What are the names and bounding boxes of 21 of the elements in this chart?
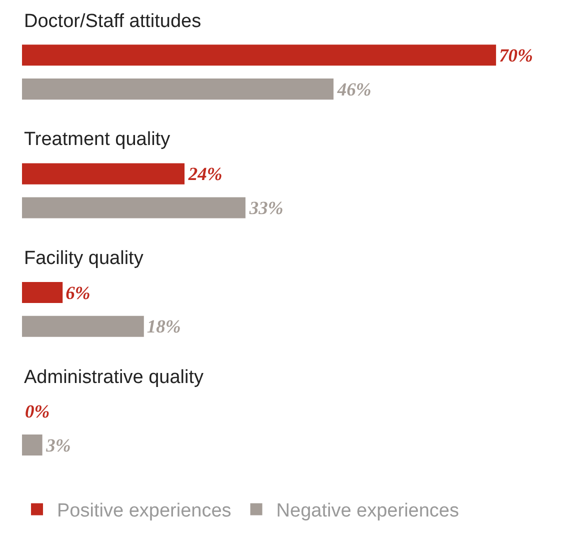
data-label: 3% bbox=[45, 435, 71, 456]
data-label: 46% bbox=[336, 79, 372, 100]
y-tick-label: Doctor/Staff attitudes bbox=[24, 11, 202, 32]
y-tick-label: Treatment quality bbox=[24, 129, 171, 150]
data-label: 33% bbox=[248, 198, 284, 218]
data-label: 24% bbox=[187, 164, 222, 184]
bar bbox=[22, 163, 185, 184]
y-tick-label: Facility quality bbox=[24, 248, 144, 269]
bar bbox=[22, 44, 496, 66]
bar bbox=[22, 197, 246, 218]
bar bbox=[22, 434, 42, 456]
data-label: 18% bbox=[146, 316, 181, 337]
data-label: 70% bbox=[499, 45, 533, 66]
y-tick-label: Administrative quality bbox=[24, 367, 204, 388]
legend-label: Negative experiences bbox=[276, 500, 459, 522]
bar bbox=[22, 78, 334, 100]
data-label: 0% bbox=[25, 402, 50, 422]
bar bbox=[22, 316, 144, 337]
bar bbox=[22, 282, 63, 303]
data-label: 6% bbox=[66, 282, 90, 303]
legend-label: Positive experiences bbox=[57, 500, 232, 522]
